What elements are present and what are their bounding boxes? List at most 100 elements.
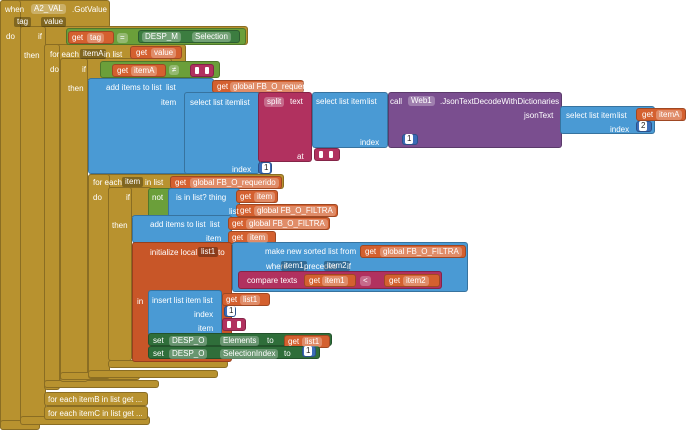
block-label: get [217, 82, 229, 91]
block-label: get [309, 276, 321, 285]
block-label: ≠ [169, 65, 180, 75]
block-label: DESP_O [169, 349, 208, 359]
block-label: index [360, 138, 380, 147]
block-label: item1 [281, 261, 307, 271]
block-label: precedes [304, 262, 337, 271]
block-label: when [5, 5, 25, 14]
block-label: index [232, 165, 252, 174]
block-label: item [206, 234, 222, 243]
block-shape [44, 380, 159, 388]
block-label: get [642, 110, 654, 119]
block-label: Elements [220, 336, 260, 346]
string-quote [205, 67, 209, 74]
block-shape [68, 31, 114, 44]
block-label: if [38, 32, 42, 41]
block-label: make new sorted list from [265, 247, 357, 256]
string-quote [237, 321, 241, 328]
block-label: item [122, 177, 144, 187]
block-label: itemA [656, 110, 683, 120]
block-label: < [360, 276, 371, 286]
block-label: not [152, 193, 164, 202]
block-label: insert list item [152, 296, 201, 305]
block-label: itemA [131, 66, 158, 76]
block-label: 2 [639, 121, 648, 131]
block-label: get [117, 66, 129, 75]
block-label: 1 [262, 163, 271, 173]
block-label: list [166, 83, 176, 92]
block-label: list1 [198, 247, 219, 257]
block-label: for each [50, 50, 79, 59]
string-quote [319, 151, 323, 158]
block-label: item1 [322, 276, 348, 286]
block-label: then [112, 221, 128, 230]
block-shape [236, 190, 278, 203]
block-shape [44, 44, 60, 390]
block-label: item [254, 192, 276, 202]
block-label: text [290, 97, 303, 106]
block-shape [228, 217, 330, 230]
block-label: add items to list [150, 220, 206, 229]
block-label: DESP_O [169, 336, 208, 346]
block-label: where [266, 262, 288, 271]
block-label: get [365, 247, 377, 256]
block-label: 1 [227, 306, 236, 316]
block-label: global FB_O_FILTRA [254, 206, 336, 216]
block-shape [236, 204, 338, 217]
block-label: list [210, 220, 220, 229]
block-label: then [68, 84, 84, 93]
block-shape [130, 46, 182, 59]
block-label: do [6, 32, 15, 41]
block-shape [108, 187, 132, 361]
block-label: get [226, 295, 238, 304]
block-label: list1 [302, 337, 323, 347]
block-label: if [347, 262, 351, 271]
block-label: call [390, 97, 403, 106]
block-shape [138, 30, 240, 43]
block-label: in list [104, 50, 123, 59]
string-quote [329, 151, 333, 158]
block-shape [190, 64, 214, 77]
block-label: list [617, 111, 627, 120]
block-label: initialize local [150, 248, 198, 257]
block-shape [88, 370, 218, 378]
block-label: jsonText [524, 111, 554, 120]
block-label: A2_VAL [31, 4, 66, 14]
block-label: get [232, 233, 244, 242]
block-label: global FB_O_requerido [190, 178, 279, 188]
block-label: get [232, 219, 244, 228]
block-label: SelectionIndex [220, 349, 279, 359]
block-label: tag [87, 33, 105, 43]
block-label: item [247, 233, 269, 243]
string-quote [227, 321, 231, 328]
block-label: itemA [80, 49, 107, 59]
block-label: at [297, 152, 304, 161]
block-label: item [198, 324, 214, 333]
block-shape [360, 245, 466, 258]
block-label: get [136, 48, 148, 57]
block-label: list [240, 98, 250, 107]
block-label: item [161, 98, 177, 107]
block-shape [222, 293, 270, 306]
block-shape [384, 274, 440, 287]
block-label: list [367, 97, 377, 106]
block-label: get [389, 276, 401, 285]
block-label: list1 [240, 295, 261, 305]
block-label: get [72, 33, 84, 42]
block-shape [0, 0, 21, 430]
block-label: to [218, 248, 225, 257]
block-label: DESP_M [142, 32, 181, 42]
block-label: select list item [190, 98, 241, 107]
block-shape [60, 58, 88, 382]
block-label: do [50, 65, 59, 74]
block-label: index [610, 125, 630, 134]
block-label: value [41, 17, 67, 27]
block-label: select list item [316, 97, 367, 106]
block-shape [112, 64, 166, 77]
block-label: global FB_O_FILTRA [246, 219, 328, 229]
block-label: compare texts [247, 276, 298, 285]
block-label: .GotValue [72, 5, 107, 14]
block-label: for each [93, 178, 122, 187]
block-label: add items to list [106, 83, 162, 92]
block-shape [44, 392, 148, 406]
